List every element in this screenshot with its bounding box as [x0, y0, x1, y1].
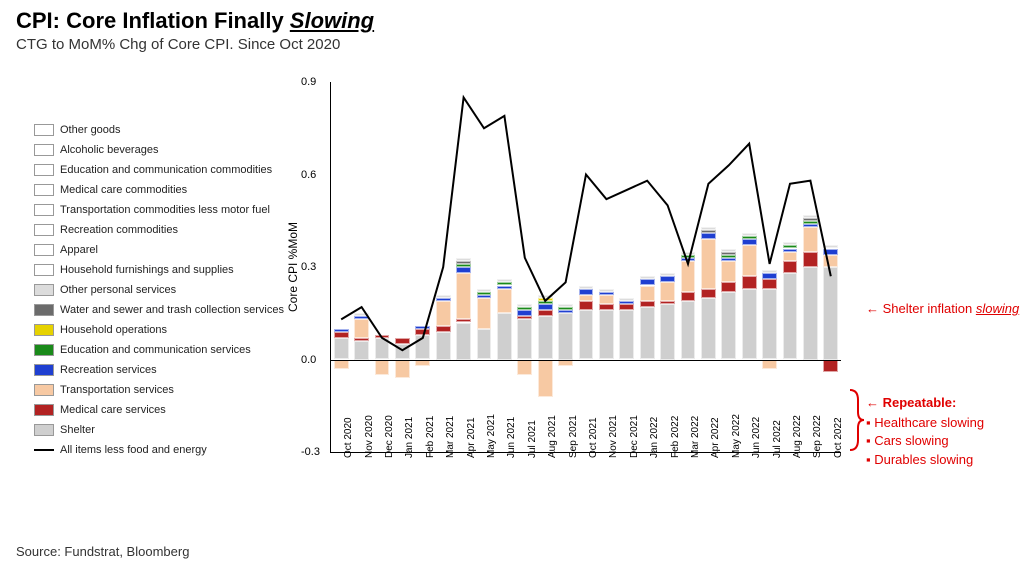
legend-item: Recreation commodities — [34, 220, 280, 240]
annotation-bullets: Healthcare slowingCars slowingDurables s… — [866, 414, 984, 469]
legend-item: Recreation services — [34, 360, 280, 380]
legend-label: Other personal services — [60, 284, 176, 296]
legend-item: Transportation services — [34, 380, 280, 400]
legend-line-swatch — [34, 449, 54, 451]
legend-swatch — [34, 124, 54, 136]
legend-item: Other personal services — [34, 280, 280, 300]
y-tick: 0.9 — [301, 76, 316, 88]
legend-item: Transportation commodities less motor fu… — [34, 200, 280, 220]
legend-label: Household operations — [60, 324, 167, 336]
legend-item: Medical care commodities — [34, 180, 280, 200]
annotation-repeatable: ← Repeatable: Healthcare slowingCars slo… — [866, 394, 984, 469]
legend-swatch — [34, 364, 54, 376]
legend-item: Education and communication commodities — [34, 160, 280, 180]
chart-plot: Core CPI %MoM -0.30.00.30.60.9 — [330, 82, 841, 453]
legend-label: Shelter — [60, 424, 95, 436]
y-tick: 0.3 — [301, 261, 316, 273]
title-block: CPI: Core Inflation Finally Slowing CTG … — [16, 8, 374, 53]
legend-item: Alcoholic beverages — [34, 140, 280, 160]
legend-swatch — [34, 424, 54, 436]
legend-item: Medical care services — [34, 400, 280, 420]
legend-label: Household furnishings and supplies — [60, 264, 234, 276]
annotation-bullet: Durables slowing — [866, 451, 984, 469]
annotation-bullet: Cars slowing — [866, 432, 984, 450]
legend-swatch — [34, 224, 54, 236]
legend-swatch — [34, 184, 54, 196]
y-axis-label: Core CPI %MoM — [286, 222, 300, 312]
annotation-shelter-emph: slowing — [976, 301, 1019, 316]
legend-item: Water and sewer and trash collection ser… — [34, 300, 280, 320]
legend-label: Recreation commodities — [60, 224, 178, 236]
legend-label: Recreation services — [60, 364, 157, 376]
legend-item: All items less food and energy — [34, 440, 280, 460]
legend-item: Household operations — [34, 320, 280, 340]
legend-swatch — [34, 284, 54, 296]
annotation-repeatable-title: ← Repeatable: — [866, 395, 956, 410]
annotation-shelter: ← Shelter inflation slowing — [866, 300, 1019, 318]
y-tick: 0.6 — [301, 169, 316, 181]
legend-item: Apparel — [34, 240, 280, 260]
legend-swatch — [34, 244, 54, 256]
legend-label: Education and communication services — [60, 344, 251, 356]
legend-swatch — [34, 204, 54, 216]
line-overlay — [331, 82, 841, 452]
legend-label: Medical care services — [60, 404, 166, 416]
legend-label: Transportation services — [60, 384, 174, 396]
legend-swatch — [34, 264, 54, 276]
bracket-icon — [848, 388, 866, 452]
legend-label: Alcoholic beverages — [60, 144, 158, 156]
legend-item: Other goods — [34, 120, 280, 140]
legend-item: Shelter — [34, 420, 280, 440]
annotation-bullet: Healthcare slowing — [866, 414, 984, 432]
title-prefix: CPI: Core Inflation Finally — [16, 8, 290, 33]
legend-label: Education and communication commodities — [60, 164, 272, 176]
legend-label: Medical care commodities — [60, 184, 187, 196]
page-title: CPI: Core Inflation Finally Slowing — [16, 8, 374, 34]
legend-label: All items less food and energy — [60, 444, 207, 456]
legend-label: Apparel — [60, 244, 98, 256]
legend-swatch — [34, 384, 54, 396]
y-tick: 0.0 — [301, 354, 316, 366]
legend-swatch — [34, 144, 54, 156]
chart-area: Core CPI %MoM -0.30.00.30.60.9 Oct 2020N… — [290, 72, 850, 492]
legend-item: Household furnishings and supplies — [34, 260, 280, 280]
legend-label: Water and sewer and trash collection ser… — [60, 304, 284, 316]
y-tick: -0.3 — [301, 446, 320, 458]
legend-swatch — [34, 344, 54, 356]
title-emphasis: Slowing — [290, 8, 374, 33]
legend-label: Other goods — [60, 124, 121, 136]
chart-legend: Other goods Alcoholic beverages Education … — [34, 120, 280, 460]
core-cpi-line — [341, 97, 831, 350]
legend-swatch — [34, 304, 54, 316]
legend-swatch — [34, 404, 54, 416]
legend-swatch — [34, 324, 54, 336]
annotation-shelter-text: ← Shelter inflation — [866, 301, 976, 316]
cpi-chart-page: { "title_prefix": "CPI: Core Inflation F… — [0, 0, 1024, 567]
legend-swatch — [34, 164, 54, 176]
source-label: Source: Fundstrat, Bloomberg — [16, 544, 189, 559]
page-subtitle: CTG to MoM% Chg of Core CPI. Since Oct 2… — [16, 36, 374, 53]
zero-line — [331, 360, 841, 361]
legend-item: Education and communication services — [34, 340, 280, 360]
legend-label: Transportation commodities less motor fu… — [60, 204, 270, 216]
